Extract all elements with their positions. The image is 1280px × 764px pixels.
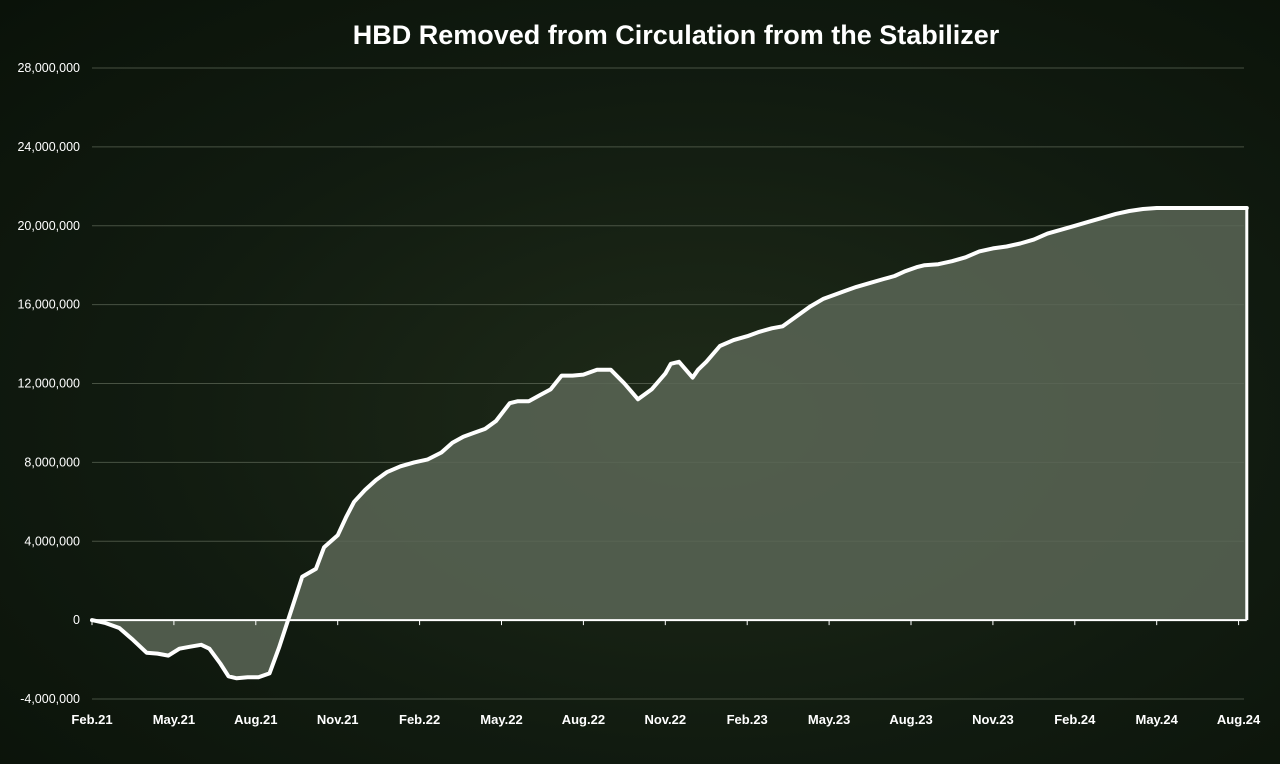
x-tick-label: Feb.22 xyxy=(399,712,440,727)
x-tick-label: Nov.22 xyxy=(644,712,686,727)
x-tick-label: Nov.21 xyxy=(317,712,359,727)
y-tick-label: 8,000,000 xyxy=(24,455,80,469)
y-tick-label: 0 xyxy=(73,613,80,627)
x-tick-label: May.23 xyxy=(808,712,850,727)
x-tick-label: Nov.23 xyxy=(972,712,1014,727)
plot-area xyxy=(90,206,1249,681)
x-tick-label: Feb.24 xyxy=(1054,712,1096,727)
x-tick-label: Feb.23 xyxy=(727,712,768,727)
y-axis-ticks: -4,000,000 0 4,000,000 8,000,000 12,000,000 1… xyxy=(17,61,80,706)
x-tick-label: Aug.21 xyxy=(234,712,277,727)
x-tick-label: Aug.24 xyxy=(1217,712,1261,727)
y-tick-label: 28,000,000 xyxy=(17,61,80,75)
x-tick-label: May.24 xyxy=(1135,712,1178,727)
x-tick-label: May.22 xyxy=(480,712,522,727)
x-tick-label: Aug.23 xyxy=(889,712,932,727)
y-tick-label: 12,000,000 xyxy=(17,377,80,391)
x-tick-label: Aug.22 xyxy=(562,712,605,727)
y-tick-label: 24,000,000 xyxy=(17,140,80,154)
chart-title: HBD Removed from Circulation from the St… xyxy=(353,20,1000,50)
x-axis-ticks: Feb.21 May.21 Aug.21 Nov.21 Feb.22 May.22 Aug.… xyxy=(71,620,1261,727)
y-tick-label: -4,000,000 xyxy=(20,692,80,706)
y-tick-label: 20,000,000 xyxy=(17,219,80,233)
y-tick-label: 4,000,000 xyxy=(24,534,80,548)
series-line xyxy=(90,206,1249,681)
y-tick-label: 16,000,000 xyxy=(17,298,80,312)
x-tick-label: Feb.21 xyxy=(71,712,112,727)
area-fill xyxy=(92,208,1247,679)
x-tick-label: May.21 xyxy=(153,712,195,727)
